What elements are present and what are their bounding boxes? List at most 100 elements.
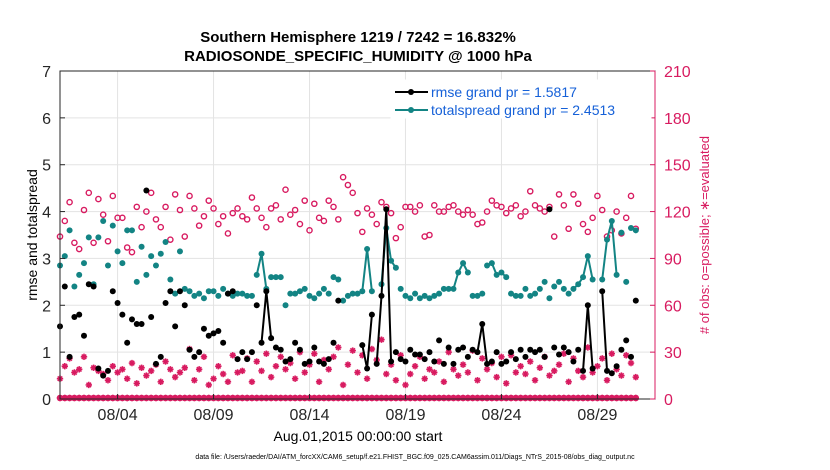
rmse-point (200, 325, 207, 332)
possible-obs-marker (579, 220, 587, 228)
rmse-point (66, 353, 73, 360)
possible-obs-marker (229, 209, 237, 217)
rmse-point (512, 356, 519, 363)
evaluated-star-stroke (177, 369, 183, 376)
spread-point (258, 250, 265, 257)
evaluated-star-stroke (292, 375, 298, 382)
evaluated-obs-marker (272, 363, 280, 370)
evaluated-star-stroke (431, 369, 438, 376)
rmse-point (76, 311, 83, 318)
spread-point (61, 253, 68, 260)
evaluated-obs-marker (311, 350, 318, 357)
spread-point (445, 285, 452, 292)
spread-point (128, 227, 135, 234)
evaluated-obs-marker (474, 377, 481, 384)
spread-point (80, 260, 87, 267)
spread-point (268, 274, 275, 281)
rmse-point (119, 311, 126, 318)
possible-obs-marker (90, 239, 97, 247)
possible-obs-marker (66, 198, 73, 206)
evaluated-obs-marker (325, 366, 332, 373)
rmse-point (498, 360, 505, 367)
possible-obs-marker (459, 211, 467, 218)
possible-obs-marker (430, 202, 438, 209)
rmse-point (104, 367, 111, 374)
y-tick-label-left: 4 (42, 205, 51, 222)
chart-subtitle: RADIOSONDE_SPECIFIC_HUMIDITY @ 1000 hPa (184, 48, 532, 65)
rmse-point (292, 339, 299, 346)
evaluated-star-stroke (493, 374, 500, 380)
rmse-point (474, 349, 481, 356)
spread-point (210, 288, 217, 295)
possible-obs-marker (277, 216, 285, 223)
evaluated-obs-marker (195, 366, 203, 373)
possible-obs-marker (99, 211, 107, 218)
possible-obs-marker (512, 202, 520, 209)
y-tick-label-left: 0 (42, 392, 51, 409)
evaluated-obs-marker (162, 358, 169, 365)
possible-obs-marker (541, 208, 548, 215)
evaluated-star-stroke (407, 371, 414, 377)
spread-point (71, 283, 78, 290)
rmse-line-segment (361, 314, 373, 369)
x-tick-label: 08/09 (194, 407, 234, 424)
rmse-point (488, 358, 495, 365)
spread-point (575, 281, 582, 288)
evaluated-obs-marker (181, 364, 188, 371)
spread-point (85, 234, 92, 241)
legend-rmse-label: rmse grand pr = 1.5817 (431, 84, 577, 100)
evaluated-obs-marker (224, 378, 232, 386)
rmse-point (282, 358, 289, 365)
possible-obs-marker (594, 192, 601, 200)
spread-point (469, 292, 476, 299)
evaluated-obs-marker (167, 366, 174, 373)
rmse-point (440, 360, 447, 367)
evaluated-star-stroke (90, 364, 97, 371)
spread-point (388, 257, 395, 264)
spread-point (248, 292, 255, 299)
evaluated-star-stroke (628, 360, 634, 366)
evaluated-star-stroke (330, 354, 337, 360)
evaluated-obs-marker (133, 380, 140, 387)
evaluated-star-stroke (225, 378, 231, 385)
evaluated-obs-marker (493, 373, 500, 381)
spread-point (589, 276, 596, 283)
spread-point (157, 250, 164, 257)
evaluated-obs-marker (114, 369, 121, 376)
rmse-point (176, 288, 183, 295)
spread-point (455, 269, 462, 276)
possible-obs-marker (517, 212, 524, 220)
rmse-point (464, 353, 471, 360)
spread-point (364, 246, 371, 253)
evaluated-obs-marker (546, 372, 553, 379)
y-axis-label-right: # of obs: o=possible; ∗=evaluated (697, 136, 712, 334)
evaluated-star-stroke (114, 369, 121, 376)
evaluated-star-stroke (85, 382, 92, 388)
y-tick-label-right: 60 (664, 298, 682, 315)
possible-obs-marker (109, 192, 117, 200)
rmse-point (181, 302, 188, 309)
rmse-point (335, 297, 342, 304)
evaluated-obs-marker (517, 363, 524, 370)
evaluated-star-stroke (105, 377, 111, 384)
evaluated-star-stroke (76, 366, 83, 373)
possible-obs-marker (464, 206, 472, 214)
evaluated-star-stroke (349, 347, 356, 354)
evaluated-obs-marker (253, 358, 260, 365)
rmse-point (560, 344, 567, 351)
spread-point (532, 290, 539, 297)
spread-point (493, 271, 500, 278)
evaluated-star-stroke (129, 360, 135, 366)
possible-obs-marker (397, 223, 404, 231)
possible-obs-marker (191, 205, 198, 212)
rmse-point (268, 335, 275, 342)
evaluated-obs-marker (219, 370, 227, 378)
possible-obs-marker (598, 206, 606, 214)
spread-point (340, 297, 347, 304)
chart-title: Southern Hemisphere 1219 / 7242 = 16.832… (200, 29, 516, 46)
evaluated-obs-marker (176, 369, 184, 376)
spread-point (200, 295, 207, 302)
spread-point (292, 290, 299, 297)
rmse-point (61, 283, 68, 290)
possible-obs-marker (181, 233, 189, 240)
